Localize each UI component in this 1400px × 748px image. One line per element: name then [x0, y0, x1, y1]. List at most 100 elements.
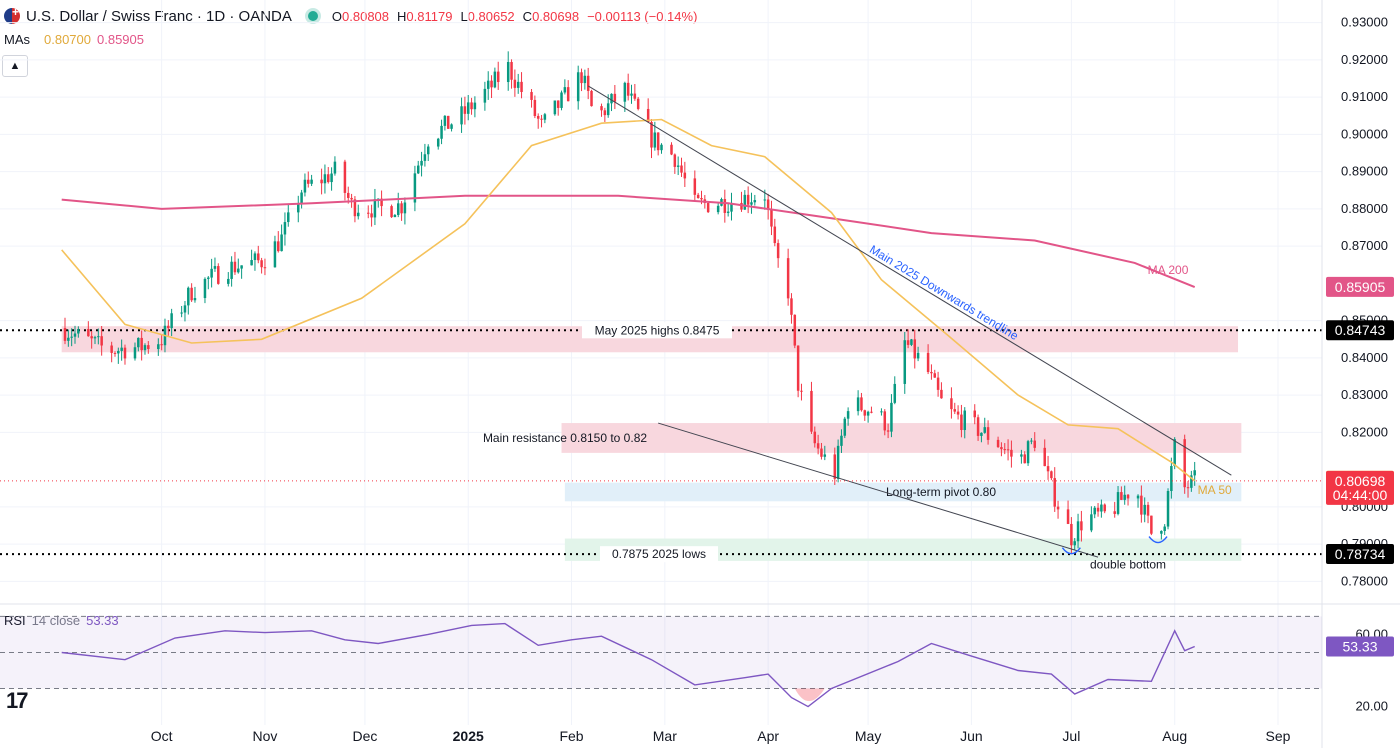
candle: [1186, 481, 1190, 498]
candle: [230, 256, 233, 287]
ma-legend[interactable]: MAs 0.80700 0.85905: [4, 32, 144, 47]
candle: [1120, 486, 1123, 501]
candle: [123, 344, 127, 365]
tradingview-logo[interactable]: 17: [6, 688, 29, 713]
candle-body: [390, 206, 393, 218]
candle-body: [833, 454, 837, 479]
candle-body: [416, 165, 420, 174]
candle-body: [97, 336, 100, 338]
double-bottom-arc: [1061, 547, 1081, 555]
candle: [1123, 485, 1126, 505]
candle-body: [940, 389, 943, 399]
candle-body: [1093, 507, 1096, 515]
candle-body: [210, 268, 213, 278]
candle: [1026, 439, 1030, 466]
candle-body: [1186, 487, 1190, 489]
candle: [110, 341, 113, 363]
ma200-line: [61, 194, 1196, 289]
candle-body: [706, 203, 710, 213]
candle: [190, 283, 193, 302]
candle-body: [766, 199, 770, 210]
candle-body: [307, 179, 310, 184]
candle: [493, 67, 497, 89]
candle: [870, 406, 873, 414]
candle-body: [793, 314, 797, 346]
candle-body: [473, 102, 477, 110]
candle-body: [910, 339, 913, 345]
candle: [1160, 530, 1163, 540]
candle-body: [893, 383, 897, 403]
candle-body: [533, 99, 537, 116]
candle-body: [240, 265, 243, 269]
candle: [1146, 501, 1150, 524]
candle: [143, 343, 147, 355]
candle: [796, 345, 800, 398]
price-tick-label: 0.90000: [1341, 126, 1388, 141]
candle-body: [916, 352, 920, 359]
price-tick-label: 0.83000: [1341, 387, 1388, 402]
candle: [693, 170, 697, 202]
candle-body: [1170, 466, 1173, 492]
candle: [953, 402, 957, 415]
candle-body: [147, 345, 150, 350]
candle-body: [70, 336, 73, 338]
candle: [660, 143, 663, 154]
candle: [227, 272, 230, 287]
candle-body: [1183, 439, 1186, 488]
candle-body: [277, 241, 280, 252]
candle: [367, 205, 370, 219]
candle-body: [230, 261, 233, 279]
candle-body: [1103, 504, 1106, 512]
candle-body: [423, 154, 427, 161]
market-status-icon[interactable]: [307, 11, 318, 21]
candle: [670, 142, 673, 156]
lower-trend-line: [658, 422, 1099, 558]
candle: [950, 387, 953, 419]
candle-body: [530, 92, 533, 100]
candle: [253, 251, 257, 271]
candle-body: [843, 418, 847, 436]
candle-body: [520, 81, 523, 93]
candle-body: [353, 199, 357, 217]
candle: [1020, 449, 1023, 464]
candle-body: [1116, 492, 1120, 514]
candle-body: [956, 411, 960, 415]
time-tick-label: Aug: [1162, 728, 1187, 744]
chevron-up-icon: ▲: [9, 60, 21, 72]
candle: [633, 84, 637, 101]
candle: [1066, 500, 1070, 525]
candle-body: [650, 122, 653, 148]
candle: [906, 329, 910, 349]
candle-body: [636, 98, 640, 109]
candle-body: [543, 114, 547, 120]
symbol-flag-icon: [4, 8, 20, 24]
candle-body: [396, 203, 400, 215]
candle-body: [1023, 454, 1026, 464]
ma50-legend-value: 0.80700: [44, 32, 91, 47]
candle: [766, 193, 770, 220]
candle: [1030, 438, 1033, 445]
candle: [506, 51, 510, 91]
candle: [836, 439, 840, 483]
candle-body: [866, 411, 870, 416]
candle-body: [840, 435, 843, 446]
candle: [513, 69, 517, 97]
candle-body: [730, 202, 733, 212]
candle-body: [347, 192, 350, 198]
candle-body: [1126, 494, 1130, 499]
chart-header: U.S. Dollar / Swiss Franc · 1D · OANDA O…: [4, 6, 697, 26]
candle: [790, 293, 793, 324]
collapse-legend-button[interactable]: ▲: [2, 55, 28, 77]
candle-body: [413, 173, 417, 203]
symbol-title[interactable]: U.S. Dollar / Swiss Franc · 1D · OANDA: [26, 7, 292, 25]
price-tick-label: 0.93000: [1341, 15, 1388, 30]
open-value: 0.80808: [342, 8, 390, 24]
candle-body: [140, 337, 143, 351]
candle-body: [87, 328, 90, 337]
candle-body: [440, 125, 443, 139]
double-bottom-arc: [1148, 536, 1168, 544]
candle: [846, 407, 850, 426]
price-tick-label: 0.87000: [1341, 238, 1388, 253]
candle-body: [870, 411, 873, 413]
